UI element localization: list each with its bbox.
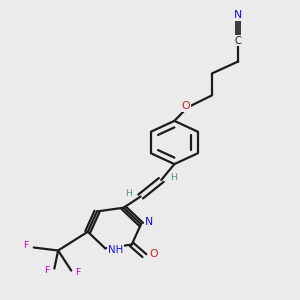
Text: C: C <box>235 35 242 46</box>
Text: O: O <box>181 101 190 111</box>
Text: F: F <box>24 241 29 250</box>
Text: NH: NH <box>108 245 123 255</box>
Text: F: F <box>75 268 81 277</box>
Text: F: F <box>44 266 50 275</box>
Text: O: O <box>149 249 158 259</box>
Text: N: N <box>234 10 242 20</box>
Text: N: N <box>145 217 153 227</box>
Text: H: H <box>170 172 177 182</box>
Text: H: H <box>125 189 132 198</box>
